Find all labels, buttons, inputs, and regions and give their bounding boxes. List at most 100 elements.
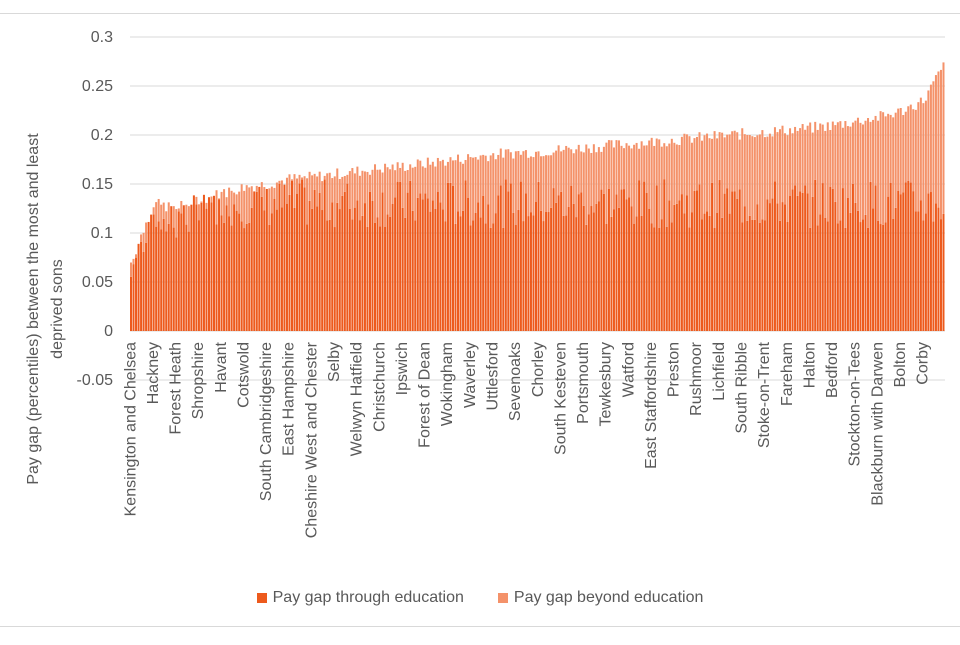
bar-beyond-education: [628, 145, 631, 198]
bar-through-education: [781, 202, 784, 331]
bar-beyond-education: [756, 135, 759, 205]
bar-beyond-education: [366, 171, 369, 227]
bar-through-education: [819, 214, 822, 331]
bar-beyond-education: [892, 117, 895, 219]
bar-beyond-education: [939, 69, 942, 220]
bar-through-education: [859, 222, 862, 331]
x-tick-label: Preston: [666, 342, 683, 397]
bar-beyond-education: [582, 152, 585, 206]
bar-through-education: [482, 195, 485, 331]
bar-through-education: [602, 193, 605, 331]
bar-through-education: [562, 215, 565, 331]
bar-through-education: [424, 193, 427, 331]
bar-beyond-education: [718, 132, 721, 180]
bar-beyond-education: [660, 146, 663, 220]
bar-through-education: [864, 214, 867, 331]
bar-through-education: [693, 190, 696, 331]
bar-through-education: [457, 211, 460, 331]
bar-through-education: [416, 197, 419, 331]
bar-beyond-education: [348, 171, 351, 209]
bar-through-education: [650, 223, 653, 331]
y-tick-label: 0.25: [82, 78, 113, 95]
bar-beyond-education: [894, 112, 897, 208]
bar-beyond-education: [778, 129, 781, 221]
bar-beyond-education: [446, 161, 449, 183]
bar-beyond-education: [638, 148, 641, 181]
top-border: [0, 13, 960, 14]
bar-beyond-education: [723, 137, 726, 194]
bar-through-education: [160, 229, 163, 331]
bar-through-education: [190, 204, 193, 331]
bar-beyond-education: [268, 188, 271, 225]
bar-through-education: [384, 226, 387, 331]
x-tick-label: Watford: [620, 342, 637, 397]
bar-beyond-education: [849, 126, 852, 213]
bar-beyond-education: [934, 75, 937, 204]
bar-through-education: [298, 183, 301, 331]
bar-beyond-education: [816, 129, 819, 226]
bar-through-education: [180, 213, 183, 331]
bar-beyond-education: [786, 135, 789, 222]
bar-through-education: [313, 189, 316, 331]
bar-through-education: [794, 185, 797, 331]
bar-beyond-education: [517, 151, 520, 210]
bar-through-education: [215, 224, 218, 331]
bar-through-education: [610, 216, 613, 331]
x-tick-label: Forest Heath: [168, 342, 185, 434]
bar-through-education: [296, 193, 299, 331]
bar-beyond-education: [514, 151, 517, 226]
bar-through-education: [758, 222, 761, 331]
bar-through-education: [587, 214, 590, 331]
bar-beyond-education: [663, 143, 666, 180]
bar-through-education: [713, 228, 716, 331]
bar-beyond-education: [620, 145, 623, 190]
bar-through-education: [366, 226, 369, 331]
bar-through-education: [721, 217, 724, 331]
bar-through-education: [185, 224, 188, 331]
bar-beyond-education: [318, 171, 321, 193]
bar-beyond-education: [635, 142, 638, 217]
y-tick-labels: -0.05 0 0.05 0.1 0.15 0.2 0.25 0.3: [77, 29, 114, 389]
bar-through-education: [806, 193, 809, 331]
bar-through-education: [540, 210, 543, 331]
bar-through-education: [137, 243, 140, 331]
bar-beyond-education: [263, 187, 266, 211]
bar-through-education: [150, 214, 153, 331]
bar-beyond-education: [716, 138, 719, 213]
bar-beyond-education: [741, 128, 744, 223]
bar-through-education: [542, 221, 545, 331]
bar-through-education: [391, 203, 394, 331]
bar-beyond-education: [924, 100, 927, 214]
x-tick-label: East Hampshire: [281, 342, 298, 456]
bar-through-education: [899, 194, 902, 331]
bar-through-education: [396, 181, 399, 331]
bar-through-education: [381, 192, 384, 331]
bar-beyond-education: [507, 149, 510, 192]
bar-beyond-education: [856, 117, 859, 211]
bar-through-education: [499, 185, 502, 331]
bar-through-education: [635, 216, 638, 331]
bar-through-education: [394, 197, 397, 331]
bar-beyond-education: [791, 133, 794, 190]
bar-through-education: [328, 219, 331, 331]
bar-beyond-education: [441, 159, 444, 210]
x-tick-label: Fareham: [779, 342, 796, 406]
bar-through-education: [560, 191, 563, 331]
x-tick-label: Cotswold: [236, 342, 253, 408]
bar-through-education: [607, 188, 610, 331]
bar-through-education: [419, 193, 422, 331]
bar-through-education: [142, 251, 145, 331]
bar-through-education: [894, 207, 897, 331]
bar-through-education: [346, 183, 349, 331]
bar-through-education: [270, 213, 273, 331]
bar-through-education: [874, 185, 877, 331]
bar-beyond-education: [698, 132, 701, 185]
bar-through-education: [680, 194, 683, 331]
bar-through-education: [487, 204, 490, 331]
bar-beyond-education: [799, 128, 802, 192]
bar-beyond-education: [867, 118, 870, 228]
bar-through-education: [763, 220, 766, 331]
bar-beyond-education: [658, 139, 661, 228]
bar-through-education: [429, 211, 432, 331]
bar-beyond-education: [341, 176, 344, 196]
